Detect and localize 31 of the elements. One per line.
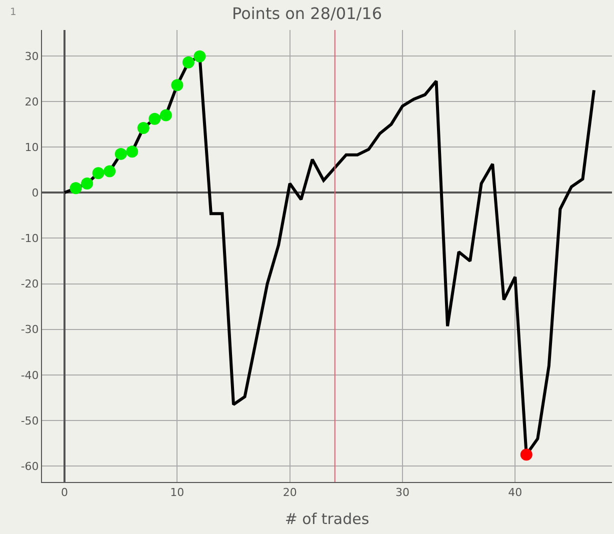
point bbox=[104, 165, 116, 178]
x-tick-label: 40 bbox=[508, 486, 522, 500]
point bbox=[520, 448, 532, 461]
point bbox=[194, 50, 206, 62]
y-tick-label: -10 bbox=[20, 232, 39, 246]
point bbox=[114, 148, 127, 160]
y-tick-label: 30 bbox=[24, 50, 39, 63]
text: 1 bbox=[10, 7, 16, 18]
point bbox=[137, 122, 150, 134]
y-tick-label: 0 bbox=[32, 186, 39, 200]
point bbox=[182, 56, 194, 68]
point bbox=[148, 112, 161, 125]
y-tick-label: -30 bbox=[20, 323, 39, 336]
point bbox=[160, 109, 172, 122]
point bbox=[81, 178, 94, 190]
x-tick-label: 0 bbox=[61, 486, 68, 500]
y-tick-label: -60 bbox=[20, 460, 39, 473]
y-tick-label: -20 bbox=[20, 278, 39, 291]
x-tick-label: 30 bbox=[395, 486, 410, 500]
point bbox=[70, 182, 82, 194]
point bbox=[171, 79, 184, 92]
y-tick-label: -50 bbox=[20, 414, 39, 428]
y-tick-label: 10 bbox=[24, 140, 39, 154]
y-tick-label: -40 bbox=[20, 368, 39, 382]
x-tick-label: 10 bbox=[170, 486, 184, 500]
point bbox=[92, 167, 104, 180]
y-tick-label: 20 bbox=[24, 95, 39, 108]
x-tick-label: 20 bbox=[282, 486, 297, 500]
point bbox=[126, 146, 138, 158]
chart-title: Points on 28/01/16 bbox=[232, 4, 382, 24]
x-axis-title: # of trades bbox=[284, 510, 370, 528]
